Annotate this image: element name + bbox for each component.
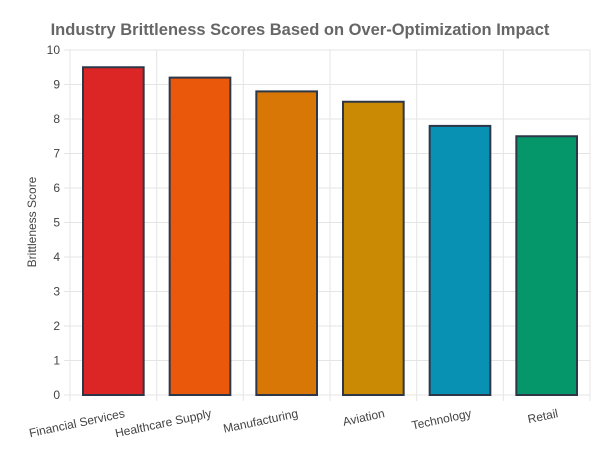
y-tick-label: 10 [47,43,61,57]
y-tick-label: 2 [53,319,60,333]
y-axis-label: Brittleness Score [25,176,39,267]
y-tick-label: 4 [53,250,60,264]
x-tick-label: Financial Services [28,406,126,440]
y-tick-label: 1 [53,354,60,368]
bar-retail [515,135,578,396]
bar-healthcare-supply [168,76,232,396]
y-tick-label: 9 [53,78,60,92]
x-tick-label: Manufacturing [222,406,299,436]
chart-title: Industry Brittleness Scores Based on Ove… [51,21,550,39]
y-tick-label: 6 [53,181,60,195]
y-tick-label: 3 [53,285,60,299]
y-tick-label: 5 [53,216,60,230]
y-axis-ticks: 0 1 2 3 4 5 6 7 8 9 10 [47,43,61,402]
x-tick-label: Healthcare Supply [114,406,213,440]
y-axis-label-group: Brittleness Score [25,176,39,267]
x-tick-label: Technology [410,406,472,432]
bar-financial-services [82,66,145,396]
y-tick-label: 8 [53,112,60,126]
bars [82,66,578,397]
y-tick-label: 0 [53,388,60,402]
bar-technology [428,124,492,397]
x-tick-label: Aviation [341,406,385,429]
bar-aviation [342,100,405,396]
y-tick-label: 7 [53,147,60,161]
x-tick-label: Retail [526,406,559,426]
grid-lines [64,49,591,401]
bar-manufacturing [255,90,319,397]
